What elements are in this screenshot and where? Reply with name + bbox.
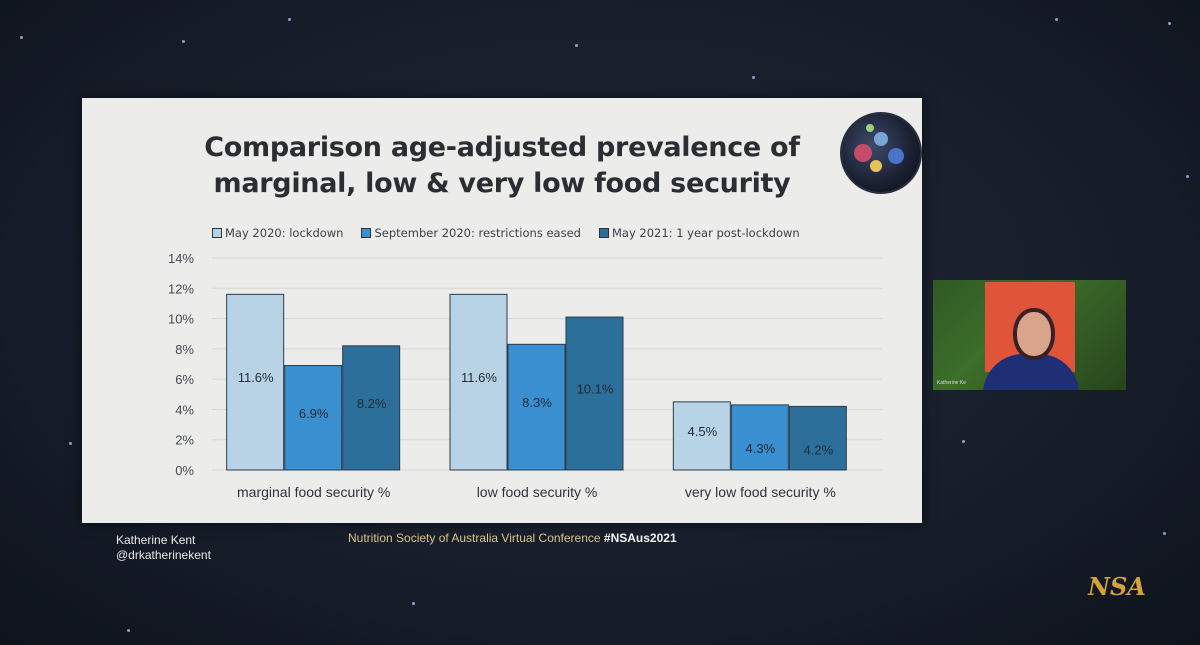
y-tick-label: 10% (168, 312, 194, 327)
data-label: 4.3% (746, 441, 776, 456)
y-tick-label: 12% (168, 281, 194, 296)
star (69, 442, 72, 445)
legend-item: May 2020: lockdown (212, 226, 343, 240)
conference-banner: Nutrition Society of Australia Virtual C… (348, 531, 677, 545)
speaker-webcam: Katherine Ke (933, 280, 1126, 390)
bar (565, 316, 624, 471)
bar (672, 401, 731, 471)
bar (507, 343, 566, 471)
legend-swatch (598, 228, 609, 238)
data-label: 8.3% (522, 395, 552, 410)
presenter-name: Katherine Kent (116, 533, 196, 547)
data-label: 11.6% (461, 370, 497, 385)
data-label: 4.5% (688, 424, 718, 439)
speaker-head (1013, 308, 1055, 360)
legend-label: September 2020: restrictions eased (374, 226, 581, 240)
planets-logo-icon (840, 112, 922, 194)
y-tick-label: 0% (175, 463, 194, 478)
x-category-label: very low food security % (685, 484, 836, 500)
bar (284, 365, 343, 471)
presenter-handle: @drkatherinekent (116, 548, 211, 562)
chart-legend: May 2020: lockdown September 2020: restr… (212, 226, 800, 240)
legend-label: May 2021: 1 year post-lockdown (611, 226, 800, 240)
y-tick-label: 8% (175, 342, 194, 357)
bar (449, 293, 508, 471)
star (575, 44, 578, 47)
y-tick-label: 6% (175, 372, 194, 387)
data-label: 10.1% (577, 382, 614, 397)
data-label: 4.2% (804, 442, 834, 457)
presenter-credit: Katherine Kent @drkatherinekent (116, 533, 211, 563)
y-tick-label: 2% (175, 433, 194, 448)
x-category-label: low food security % (477, 484, 598, 500)
star (1168, 22, 1171, 25)
star (127, 629, 130, 632)
legend-swatch (212, 228, 222, 238)
slide-title-line-1: Comparison age-adjusted prevalence of (204, 132, 800, 163)
bar (730, 404, 789, 471)
nsa-logo-icon: NSA (1088, 572, 1146, 601)
star (412, 602, 415, 605)
bar (342, 345, 401, 471)
y-tick-label: 14% (168, 251, 194, 266)
star (288, 18, 291, 21)
star (1186, 175, 1189, 178)
bar-chart: 0% 2% 4% 6% 8% 10% 12% 14% 11.6% 6.9% 8.2% marginal… (168, 251, 882, 500)
data-label: 6.9% (299, 406, 329, 421)
star (20, 36, 23, 39)
legend-item: May 2021: 1 year post-lockdown (598, 226, 800, 240)
data-label: 8.2% (357, 396, 387, 411)
conference-text: Nutrition Society of Australia Virtual C… (348, 531, 601, 545)
star (1163, 532, 1166, 535)
star (962, 440, 965, 443)
slide-title: Comparison age-adjusted prevalence of ma… (202, 130, 802, 202)
star (182, 40, 185, 43)
conference-hashtag: #NSAus2021 (603, 531, 677, 545)
legend-item: September 2020: restrictions eased (361, 226, 581, 240)
x-category-label: marginal food security % (237, 484, 390, 500)
bar (788, 405, 847, 471)
bar (226, 293, 285, 471)
webcam-label: Katherine Ke (937, 380, 966, 386)
star (1055, 18, 1058, 21)
y-tick-label: 4% (175, 402, 194, 417)
slide-title-line-2: marginal, low & very low food security (213, 168, 791, 199)
legend-swatch (361, 228, 372, 238)
slide: Comparison age-adjusted prevalence of ma… (82, 98, 922, 523)
data-label: 11.6% (238, 370, 274, 385)
star (752, 76, 755, 79)
legend-label: May 2020: lockdown (225, 226, 344, 240)
